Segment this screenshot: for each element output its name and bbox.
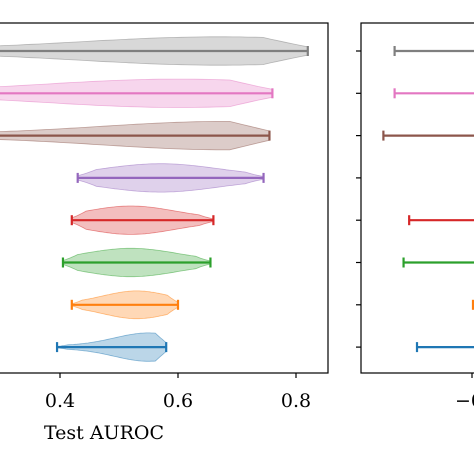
right-panel: −0: [356, 22, 474, 412]
x-axis-label: Test AUROC: [44, 422, 164, 444]
x-tick-label: 0.4: [45, 390, 75, 412]
right-violins: [382, 46, 474, 353]
right-ticks: −0: [356, 50, 474, 412]
x-tick-label: −0: [455, 390, 474, 412]
left-ticks: 0.4 0.6 0.8: [45, 373, 311, 412]
left-panel: 0.4 0.6 0.8 Test AUROC: [0, 22, 329, 444]
right-axes-frame: [360, 22, 474, 374]
left-violins: [0, 36, 309, 362]
left-axes-frame: [0, 22, 329, 374]
x-tick-label: 0.8: [281, 390, 311, 412]
x-tick-label: 0.6: [163, 390, 193, 412]
